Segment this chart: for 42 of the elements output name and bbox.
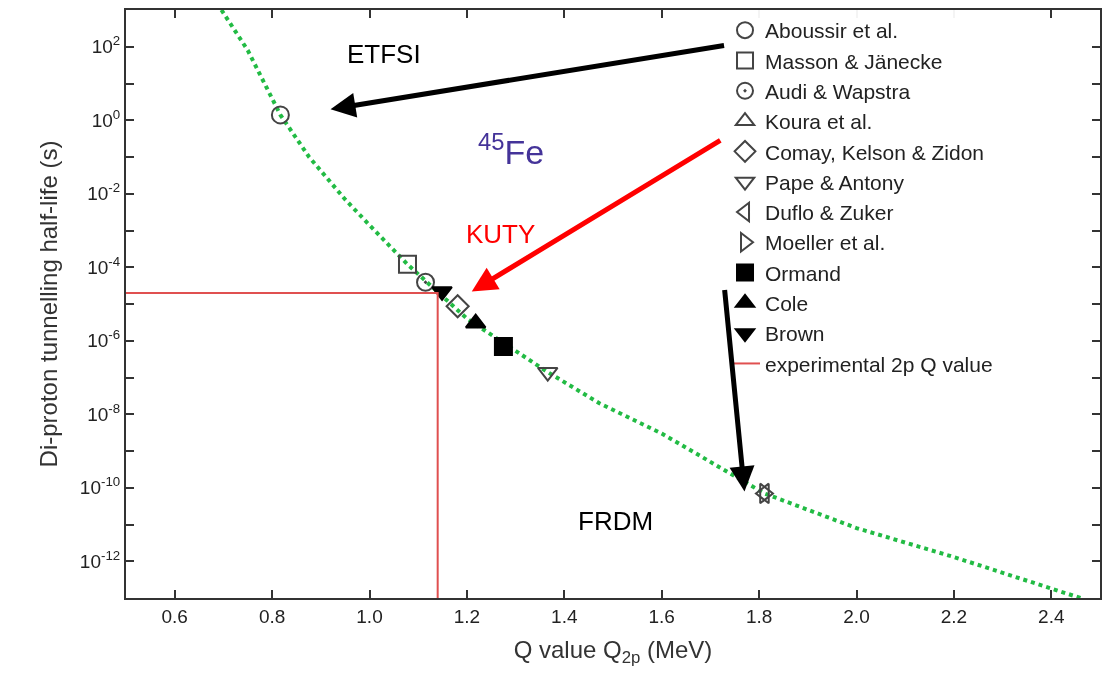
x-tick-label: 2.4: [1038, 605, 1065, 627]
point: [397, 254, 417, 274]
y-tick-label: 10$^{-10}$: [79, 474, 121, 499]
annotation: $^{45}$Fe: [478, 128, 545, 172]
x-axis-title: Q value Q$_{2p}$ (MeV): [513, 635, 713, 667]
x-tick-label: 2.0: [843, 605, 870, 627]
y-tick-label: 10$^{0}$: [91, 106, 121, 131]
x-tick-label: 0.8: [258, 605, 286, 627]
x-tick-label: 1.6: [648, 605, 675, 627]
y-tick-label: 10$^{-6}$: [87, 327, 121, 352]
y-axis-title: Di-proton tunnelling half-life (s): [35, 140, 63, 468]
point: [416, 272, 436, 292]
point: [493, 336, 513, 356]
line-series: [219, 10, 1083, 598]
x-tick-label: 2.2: [940, 605, 968, 627]
point: [270, 105, 290, 125]
point: [445, 294, 470, 319]
annotation: FRDM: [578, 506, 654, 536]
legend-label: Moeller et al.: [765, 231, 886, 255]
x-tick-label: 1.4: [551, 605, 578, 627]
x-tick-label: 0.6: [161, 605, 188, 627]
legend-label: Duflo & Zuker: [765, 201, 894, 225]
legend-label: Ormand: [765, 261, 841, 285]
legend-label: experimental 2p Q value: [765, 352, 993, 376]
legend-label: Aboussir et al.: [765, 19, 899, 43]
legend-label: Pape & Antony: [765, 170, 905, 194]
annotation: ETFSI: [347, 39, 421, 69]
annotation: KUTY: [466, 219, 536, 249]
y-tick-label: 10$^{-12}$: [79, 547, 121, 572]
y-tick-label: 10$^{-2}$: [87, 180, 121, 205]
legend-label: Cole: [765, 292, 809, 316]
legend-label: Masson & Jänecke: [765, 49, 943, 73]
legend-label: Audi & Wapstra: [765, 79, 911, 103]
legend-label: Comay, Kelson & Zidon: [765, 140, 985, 164]
x-tick-label: 1.0: [356, 605, 383, 627]
legend-label: Koura et al.: [765, 110, 873, 134]
x-tick-label: 1.2: [453, 605, 481, 627]
legend-label: Brown: [765, 322, 825, 346]
y-tick-label: 10$^{-4}$: [87, 253, 121, 278]
x-tick-label: 1.8: [745, 605, 773, 627]
y-tick-label: 10$^{2}$: [91, 33, 121, 58]
y-tick-label: 10$^{-8}$: [87, 400, 121, 425]
